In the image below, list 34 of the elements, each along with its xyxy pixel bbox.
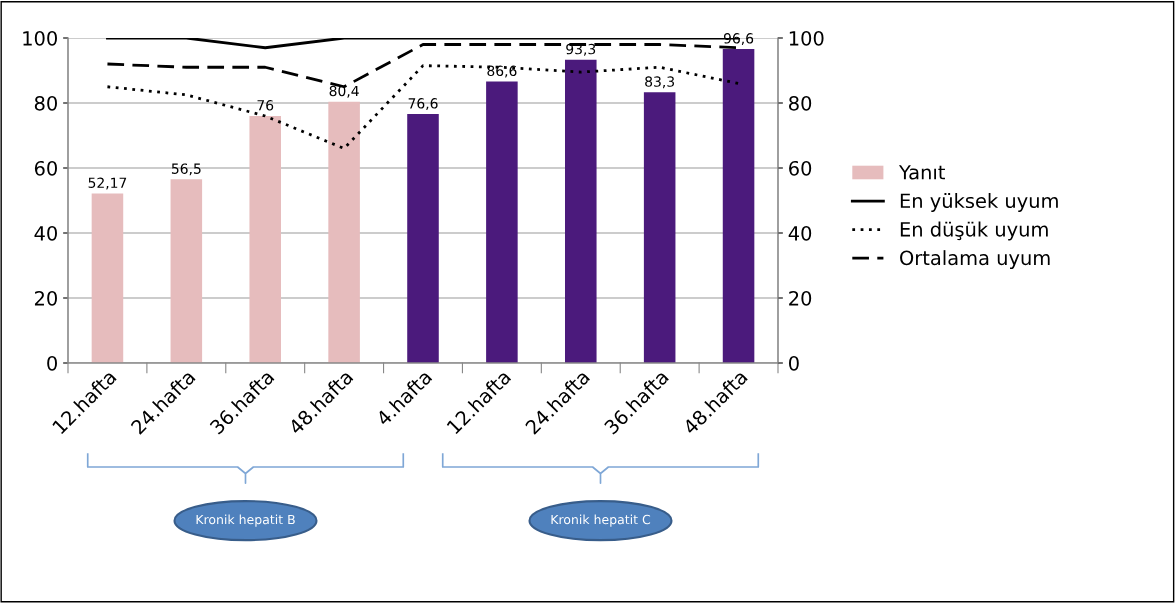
y-tick-label: 60 (34, 160, 57, 176)
bar (722, 49, 755, 363)
y-tick-label: 20 (34, 290, 57, 306)
y2-tick-label: 20 (789, 290, 812, 306)
y-tick-label: 100 (23, 30, 57, 46)
line-series (106, 64, 740, 150)
bar (249, 116, 281, 363)
y2-tick-label: 80 (789, 95, 812, 111)
data-label: 86,6 (487, 65, 517, 78)
y2-tick-label: 40 (788, 225, 812, 241)
data-label: 76 (257, 100, 274, 111)
text: Kronik hepatit C (551, 514, 651, 527)
text: Kronik hepatit B (196, 514, 295, 527)
bar (170, 179, 203, 363)
bar (328, 101, 360, 363)
y2-tick-label: 100 (789, 30, 824, 46)
bar (643, 92, 676, 363)
data-label: 76,6 (408, 98, 438, 110)
y-tick-label: 0 (47, 355, 57, 371)
bar (486, 81, 518, 363)
legend-label: En yüksek uyum (900, 193, 1058, 212)
y-tick-label: 80 (34, 95, 57, 111)
bar (91, 193, 124, 363)
data-label: 52,17 (88, 177, 127, 190)
y2-tick-label: 60 (789, 160, 812, 176)
legend-label: Ortalama uyum (900, 250, 1050, 269)
data-label: 83,3 (645, 76, 675, 89)
y2-tick-label: 0 (789, 355, 799, 371)
legend-label: En düşük uyum (900, 221, 1048, 241)
legend-label: Yanıt (898, 165, 945, 180)
data-label: 56,5 (171, 163, 201, 176)
bar (565, 59, 597, 363)
y-tick-label: 40 (34, 225, 57, 241)
bar (407, 114, 439, 363)
